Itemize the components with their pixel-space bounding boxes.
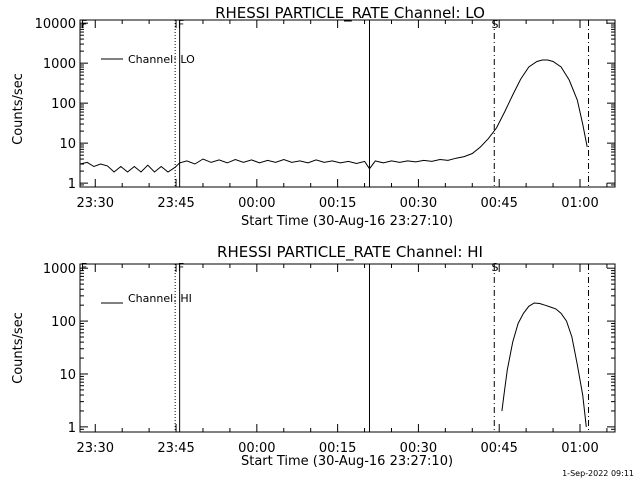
event-marker-label: F [178, 18, 184, 31]
x-tick-label: 00:15 [319, 441, 356, 456]
x-tick-label: 23:45 [157, 196, 194, 211]
legend-entry: Channel: LO [128, 53, 195, 66]
y-axis-label: Counts/sec [11, 312, 26, 384]
x-tick-label: 23:30 [77, 196, 114, 211]
y-tick-label: 10 [59, 137, 76, 152]
x-axis-label: Start Time (30-Aug-16 23:27:10) [241, 214, 453, 229]
y-tick-label: 1 [68, 421, 76, 436]
series-line [79, 59, 588, 173]
y-tick-label: 1000 [43, 262, 76, 277]
x-tick-label: 00:30 [400, 196, 437, 211]
y-tick-label: 10 [59, 368, 76, 383]
y-axis-label: Counts/sec [11, 73, 26, 145]
x-tick-label: 00:45 [480, 441, 517, 456]
y-tick-label: 10000 [35, 17, 76, 32]
footer-timestamp: 1-Sep-2022 09:11 [562, 469, 634, 478]
panel-lo: RHESSI PARTICLE_RATE Channel: LO Counts/… [11, 4, 616, 229]
y-tick-label: 1000 [43, 57, 76, 72]
chart-title: RHESSI PARTICLE_RATE Channel: LO [215, 4, 485, 23]
x-tick-label: 00:00 [238, 441, 275, 456]
x-tick-label: 23:30 [77, 441, 114, 456]
x-tick-label: 00:15 [319, 196, 356, 211]
y-tick-label: 100 [51, 97, 76, 112]
legend-entry: Channel: HI [128, 292, 192, 305]
x-tick-label: 01:00 [561, 196, 598, 211]
y-tick-label: 1 [68, 177, 76, 192]
event-marker-label: F [178, 261, 184, 274]
event-marker-label: S [492, 18, 499, 31]
event-marker-label: F [81, 261, 87, 274]
y-tick-label: 100 [51, 315, 76, 330]
x-tick-label: 00:30 [400, 441, 437, 456]
x-axis-label: Start Time (30-Aug-16 23:27:10) [241, 454, 453, 469]
series-line [501, 302, 587, 427]
chart-title: RHESSI PARTICLE_RATE Channel: HI [217, 243, 483, 262]
x-tick-label: 23:45 [157, 441, 194, 456]
x-tick-label: 00:45 [480, 196, 517, 211]
event-marker-label: S [492, 261, 499, 274]
x-tick-label: 01:00 [561, 441, 598, 456]
panel-hi: RHESSI PARTICLE_RATE Channel: HI Counts/… [11, 243, 616, 469]
x-tick-label: 00:00 [238, 196, 275, 211]
plot-frame [79, 263, 616, 433]
